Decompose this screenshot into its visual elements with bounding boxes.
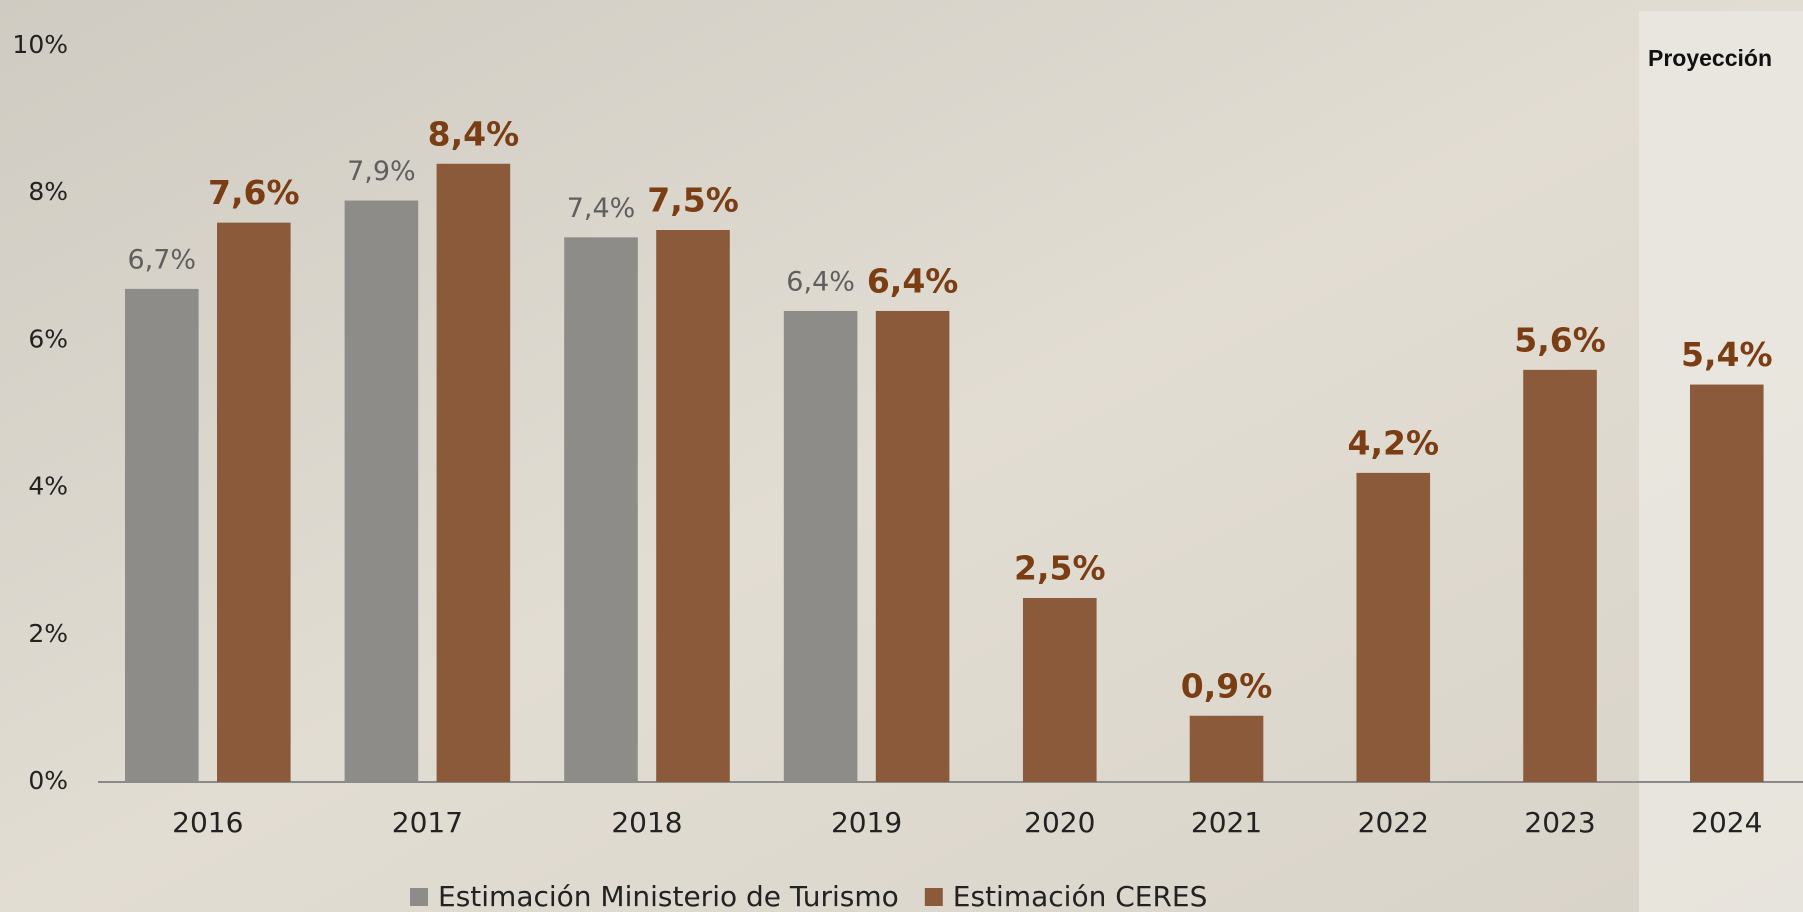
bar: [217, 222, 291, 782]
bar: [125, 288, 199, 782]
value-label: 8,4%: [428, 114, 520, 153]
annotation: Proyección: [1648, 45, 1772, 71]
bar: [1356, 472, 1431, 782]
value-label: 7,5%: [647, 181, 739, 220]
value-label: 6,4%: [786, 266, 855, 297]
bar: [656, 230, 730, 782]
x-tick-label: 2019: [831, 806, 902, 839]
x-tick-label: 2017: [392, 806, 463, 839]
legend-swatch: [410, 888, 428, 906]
y-tick-label: 0%: [28, 766, 68, 795]
value-label: 7,4%: [567, 193, 636, 224]
value-label: 6,4%: [867, 261, 959, 300]
bar: [1189, 715, 1264, 782]
value-label: 5,6%: [1514, 320, 1606, 359]
legend-label: Estimación CERES: [953, 880, 1208, 912]
x-tick-label: 2023: [1524, 806, 1595, 839]
x-tick-label: 2022: [1358, 806, 1429, 839]
bar: [436, 163, 511, 782]
bar: [564, 237, 638, 783]
bar: [344, 200, 419, 782]
bar: [1689, 384, 1764, 782]
bar: [1523, 369, 1597, 782]
bar: [783, 310, 858, 782]
y-tick-label: 2%: [28, 619, 68, 648]
y-tick-label: 4%: [28, 472, 68, 501]
y-tick-label: 10%: [12, 30, 68, 59]
y-tick-label: 8%: [28, 177, 68, 206]
legend-swatch: [924, 888, 943, 906]
bar: [1022, 598, 1097, 782]
x-tick-label: 2024: [1691, 806, 1762, 839]
x-tick-label: 2021: [1191, 806, 1262, 839]
value-label: 0,9%: [1181, 666, 1273, 705]
value-label: 2,5%: [1014, 549, 1106, 588]
legend-label: Estimación Ministerio de Turismo: [438, 880, 899, 912]
value-label: 5,4%: [1681, 335, 1773, 374]
x-tick-label: 2018: [611, 806, 682, 839]
value-label: 4,2%: [1348, 423, 1440, 462]
x-tick-label: 2020: [1024, 806, 1095, 839]
value-label: 7,9%: [347, 156, 416, 187]
x-tick-label: 2016: [172, 806, 243, 839]
bar: [875, 310, 950, 782]
y-tick-label: 6%: [28, 324, 68, 353]
value-label: 6,7%: [127, 244, 196, 275]
value-label: 7,6%: [208, 173, 300, 212]
